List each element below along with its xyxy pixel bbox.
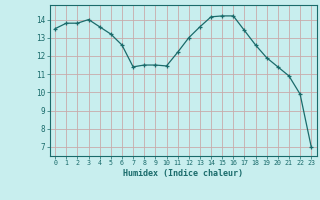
X-axis label: Humidex (Indice chaleur): Humidex (Indice chaleur) — [123, 169, 243, 178]
